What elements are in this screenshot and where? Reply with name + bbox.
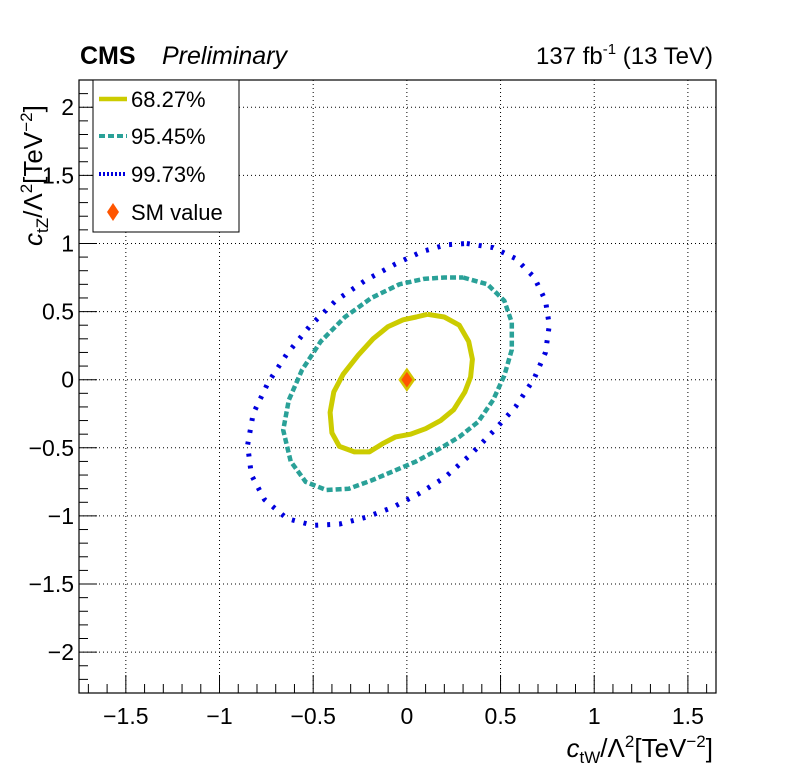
x-tick-label: 1.5 (672, 703, 704, 729)
legend-label-95: 95.45% (131, 124, 206, 149)
y-tick-label: 0 (61, 367, 74, 393)
x-tick-label: −0.5 (290, 703, 335, 729)
preliminary-label: Preliminary (162, 42, 289, 70)
x-tick-label: −1 (206, 703, 232, 729)
x-tick-label: 1 (588, 703, 601, 729)
contour-99-73 (245, 241, 552, 528)
axis-ticks (79, 93, 708, 693)
y-tick-label: 0.5 (42, 299, 74, 325)
legend-swatch-sm (107, 203, 119, 221)
legend-label-sm: SM value (131, 200, 223, 225)
y-tick-label: −1.5 (29, 571, 74, 597)
legend: 68.27% 95.45% 99.73% SM value (92, 79, 240, 233)
plot-frame (78, 79, 717, 694)
luminosity-label: 137 fb-1 (13 TeV) (536, 41, 713, 70)
contour-95-45 (280, 275, 515, 493)
legend-label-99: 99.73% (131, 162, 206, 187)
y-tick-label: 1.5 (42, 162, 74, 188)
y-axis-title: ctZ/Λ2[TeV−2] (17, 105, 52, 246)
contour-68-27 (327, 311, 475, 455)
cms-label: CMS (80, 42, 136, 70)
x-tick-label: 0 (400, 703, 413, 729)
legend-label-68: 68.27% (131, 87, 206, 112)
tick-labels: −1.5 −1 −0.5 0 0.5 1 1.5 −2 −1.5 −1 −0.5 0 0.5 1 1.5 2 (29, 94, 704, 729)
y-tick-label: 2 (61, 94, 74, 120)
x-axis-title: ctW/Λ2[TeV−2] (567, 732, 714, 767)
contour-series (245, 241, 552, 528)
sm-value-marker (398, 367, 416, 392)
y-tick-label: −1 (48, 503, 74, 529)
y-tick-label: 1 (61, 230, 74, 256)
x-tick-label: −1.5 (103, 703, 148, 729)
x-tick-label: 0.5 (485, 703, 517, 729)
y-tick-label: −2 (48, 639, 74, 665)
y-tick-label: −0.5 (29, 435, 74, 461)
